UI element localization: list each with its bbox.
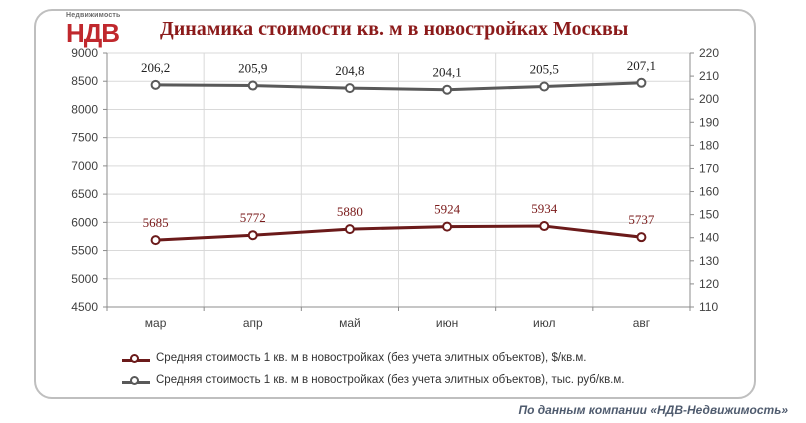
x-axis-tick-label: июн <box>436 316 458 330</box>
data-label-usd: 5934 <box>531 201 558 216</box>
legend-label-rub: Средняя стоимость 1 кв. м в новостройках… <box>156 374 625 386</box>
right-axis-tick-label: 160 <box>699 185 719 199</box>
company-logo: Недвижимость НДВ <box>66 12 122 48</box>
chart-card <box>34 9 756 399</box>
data-label-rub: 206,2 <box>141 60 170 75</box>
data-label-rub: 204,8 <box>335 63 364 78</box>
data-point-usd <box>150 235 161 246</box>
right-axis-tick-label: 140 <box>699 231 719 245</box>
left-axis-tick-label: 6000 <box>71 215 98 229</box>
left-axis-tick-label: 5500 <box>71 244 98 258</box>
data-label-usd: 5737 <box>628 212 655 227</box>
data-point-usd <box>442 221 453 232</box>
left-axis-tick-label: 9000 <box>71 46 98 60</box>
data-label-usd: 5772 <box>240 210 266 225</box>
chart-title: Динамика стоимости кв. м в новостройках … <box>160 18 629 40</box>
right-axis-tick-label: 180 <box>699 138 719 152</box>
data-label-rub: 204,1 <box>432 65 461 80</box>
data-label-rub: 207,1 <box>627 58 656 73</box>
data-point-rub <box>539 81 550 92</box>
right-axis-tick-label: 210 <box>699 69 719 83</box>
right-axis-tick-label: 130 <box>699 254 719 268</box>
right-axis-tick-label: 110 <box>699 300 718 314</box>
right-axis-tick-label: 150 <box>699 208 719 222</box>
left-axis-tick-label: 6500 <box>71 187 98 201</box>
data-label-rub: 205,5 <box>530 61 559 76</box>
data-label-usd: 5924 <box>434 202 461 217</box>
data-point-usd <box>539 221 550 232</box>
left-axis-tick-label: 4500 <box>71 300 98 314</box>
left-axis-tick-label: 7500 <box>71 131 98 145</box>
right-axis-tick-label: 190 <box>699 115 719 129</box>
data-label-usd: 5880 <box>337 204 363 219</box>
left-axis-tick-label: 8000 <box>71 102 98 116</box>
right-axis-tick-label: 220 <box>699 46 719 60</box>
data-label-rub: 205,9 <box>238 61 267 76</box>
right-axis-tick-label: 170 <box>699 161 719 175</box>
series-line-rub <box>155 81 642 92</box>
x-axis-tick-label: авг <box>633 316 651 330</box>
data-point-rub <box>442 84 453 95</box>
series-line-usd <box>155 224 642 242</box>
legend-label-usd: Средняя стоимость 1 кв. м в новостройках… <box>156 352 587 364</box>
data-point-rub <box>150 79 161 90</box>
left-axis-tick-label: 7000 <box>71 159 98 173</box>
left-axis-tick-label: 5000 <box>71 272 98 286</box>
x-axis-tick-label: апр <box>243 316 263 330</box>
right-axis-tick-label: 120 <box>699 277 719 291</box>
data-point-usd <box>636 232 647 243</box>
logo-top-text: Недвижимость <box>66 12 121 19</box>
x-axis-tick-label: июл <box>533 316 555 330</box>
left-axis-tick-label: 8500 <box>71 74 98 88</box>
legend-marker-usd <box>130 354 139 363</box>
x-axis-tick-label: мар <box>145 316 167 330</box>
legend-marker-rub <box>130 376 139 385</box>
right-axis-tick-label: 200 <box>699 92 719 106</box>
data-point-rub <box>247 80 258 91</box>
data-point-rub <box>636 77 647 88</box>
data-label-usd: 5685 <box>143 215 169 230</box>
source-note: По данным компании «НДВ-Недвижимость» <box>518 403 788 417</box>
data-point-rub <box>344 83 355 94</box>
data-point-usd <box>247 230 258 241</box>
data-point-usd <box>344 224 355 235</box>
logo-main-text: НДВ <box>66 18 120 48</box>
x-axis-tick-label: май <box>339 316 361 330</box>
